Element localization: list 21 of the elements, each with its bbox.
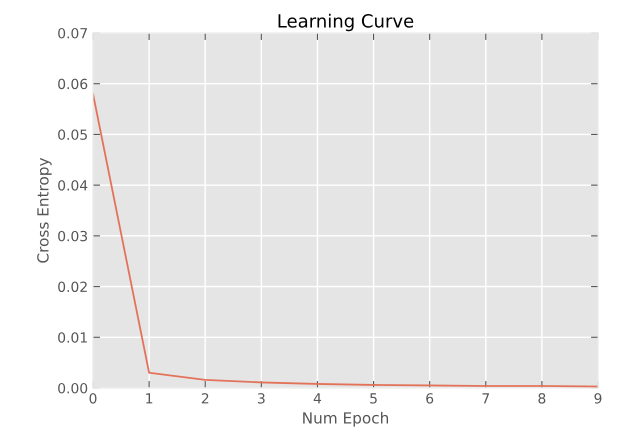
y-tick-label: 0.05 [58, 129, 87, 140]
x-tick-label: 3 [258, 393, 265, 404]
y-tick-label: 0.03 [58, 230, 88, 242]
x-tick-label: 6 [426, 393, 434, 404]
x-tick-label: 1 [146, 393, 152, 404]
x-axis-title: Num Epoch [303, 412, 388, 427]
x-tick-label: 2 [202, 393, 208, 404]
y-axis-title: Cross Entropy [37, 158, 52, 263]
y-tick-label: 0.07 [58, 28, 87, 38]
x-tick-label: 7 [482, 393, 490, 404]
y-tick-label: 0.00 [58, 382, 88, 394]
y-tick-label: 0.02 [58, 282, 87, 292]
x-tick-label: 9 [594, 393, 602, 404]
chart-title: Learning Curve [278, 14, 414, 32]
x-tick-label: 5 [370, 393, 377, 404]
y-tick-label: 0.01 [58, 332, 87, 343]
x-tick-label: 0 [89, 393, 96, 404]
x-tick-label: 8 [538, 393, 546, 404]
y-tick-label: 0.06 [58, 78, 88, 90]
y-tick-label: 0.04 [58, 180, 88, 191]
x-tick-label: 4 [314, 393, 322, 404]
